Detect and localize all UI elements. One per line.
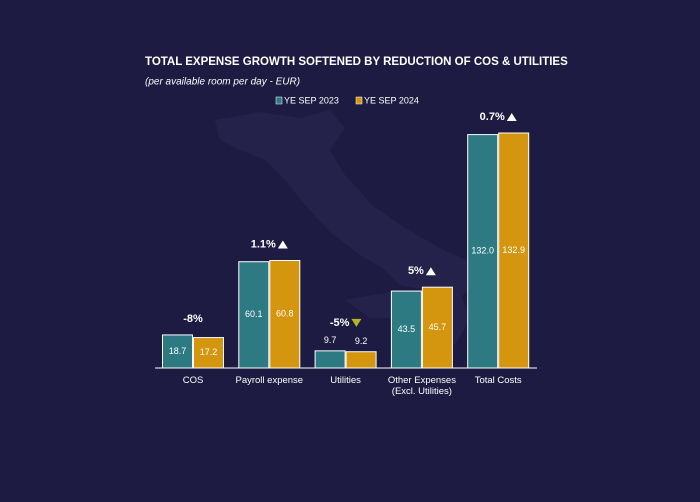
legend-label: YE SEP 2023 bbox=[284, 95, 339, 105]
value-label: 9.7 bbox=[324, 335, 337, 345]
change-marker bbox=[425, 267, 436, 276]
bar bbox=[314, 350, 346, 369]
x-tick-label: Payroll expense bbox=[235, 375, 304, 386]
legend-label: YE SEP 2024 bbox=[364, 95, 419, 105]
chart-title: TOTAL EXPENSE GROWTH SOFTENED BY REDUCTI… bbox=[145, 56, 568, 68]
bar bbox=[193, 337, 224, 369]
legend-swatch bbox=[275, 96, 283, 105]
bar bbox=[345, 351, 377, 369]
value-label: 17.2 bbox=[200, 347, 218, 357]
value-label: 132.9 bbox=[502, 245, 525, 255]
change-label: 5% bbox=[408, 265, 424, 277]
map-silhouette bbox=[215, 110, 478, 345]
bar bbox=[269, 259, 301, 369]
x-tick-label: Total Costs bbox=[474, 375, 522, 386]
value-label: 45.7 bbox=[429, 322, 447, 332]
change-label: -5% bbox=[330, 317, 350, 329]
value-label: 60.8 bbox=[276, 309, 294, 319]
legend-swatch bbox=[355, 96, 363, 105]
value-label: 18.7 bbox=[169, 346, 187, 356]
x-tick-label: Other Expenses (Excl. Utilities) bbox=[387, 375, 456, 397]
x-tick-label: Utilities bbox=[330, 375, 361, 386]
bar bbox=[238, 261, 270, 369]
value-label: 43.5 bbox=[398, 324, 416, 334]
value-label: 60.1 bbox=[245, 309, 263, 319]
change-marker bbox=[277, 240, 288, 249]
x-tick-label: COS bbox=[182, 375, 204, 386]
value-label: 9.2 bbox=[355, 336, 368, 346]
bar bbox=[162, 334, 193, 369]
bar bbox=[421, 286, 453, 369]
change-label: 1.1% bbox=[251, 238, 276, 250]
change-label: 0.7% bbox=[480, 111, 505, 123]
change-label: -8% bbox=[183, 313, 203, 325]
change-marker bbox=[506, 113, 517, 121]
bar bbox=[498, 132, 530, 369]
chart-subtitle: (per available room per day - EUR) bbox=[145, 77, 300, 88]
change-marker bbox=[351, 318, 362, 327]
bar bbox=[390, 290, 422, 369]
bar bbox=[467, 134, 499, 369]
value-label: 132.0 bbox=[471, 246, 494, 256]
